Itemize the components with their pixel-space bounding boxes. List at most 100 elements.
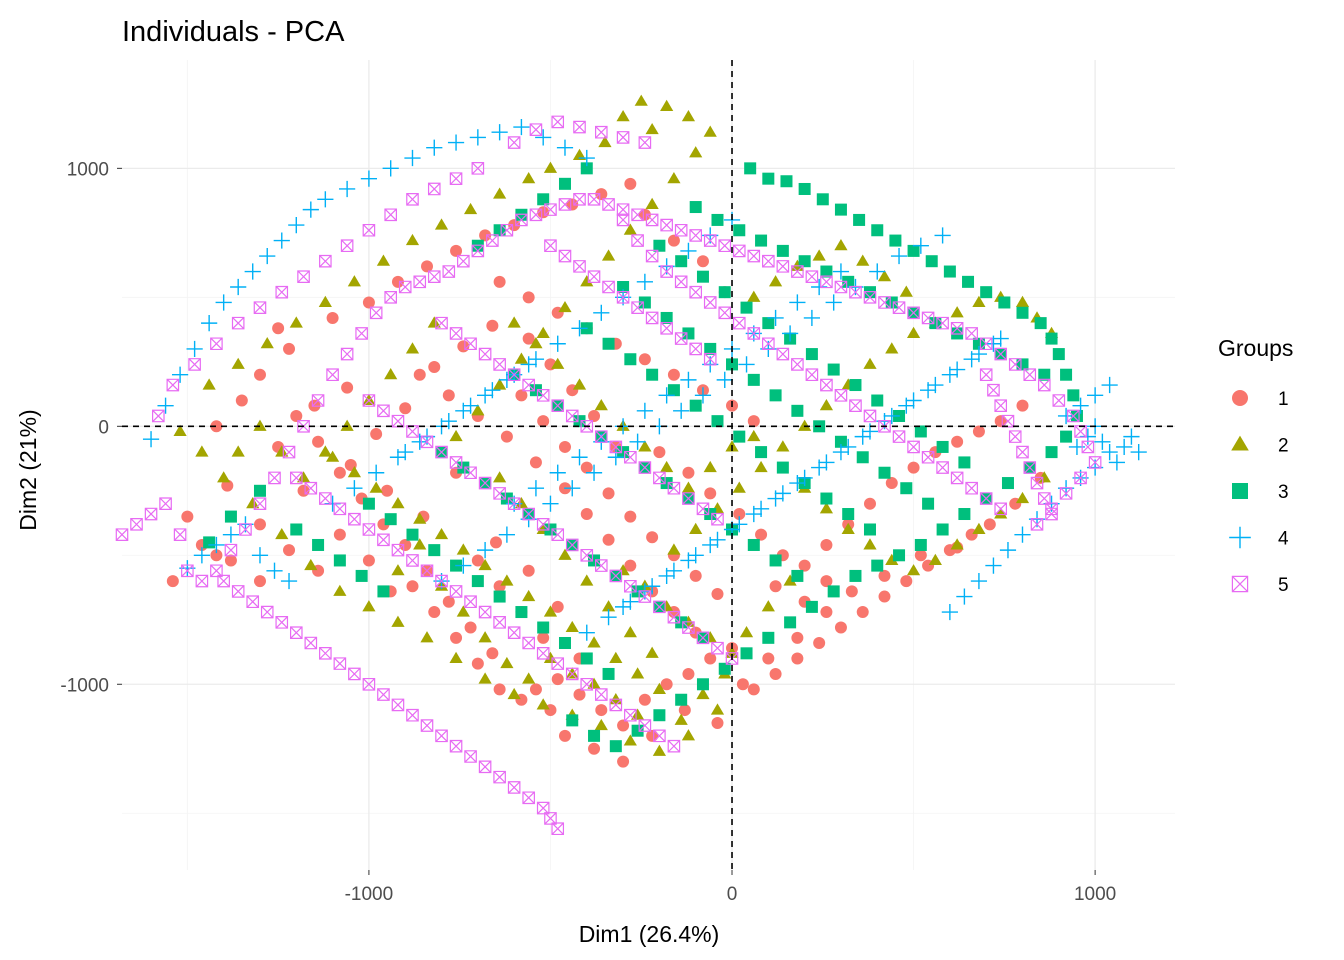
data-point — [493, 683, 506, 696]
data-point — [572, 148, 587, 160]
data-point — [951, 435, 964, 448]
data-point — [617, 281, 630, 294]
data-point — [820, 538, 833, 551]
data-point — [710, 703, 725, 715]
data-point — [762, 631, 775, 644]
data-point — [493, 187, 507, 199]
data-point — [406, 708, 419, 722]
data-point — [617, 755, 630, 768]
data-point — [602, 667, 615, 680]
data-point — [645, 646, 659, 658]
data-point — [667, 368, 680, 381]
legend-key-triangle-icon — [1231, 435, 1249, 451]
data-point — [660, 321, 673, 335]
data-point — [522, 507, 535, 521]
data-point — [543, 161, 558, 173]
data-point — [680, 242, 697, 259]
data-point — [645, 311, 659, 325]
data-point — [348, 667, 361, 681]
data-point — [776, 461, 789, 474]
data-point — [268, 471, 281, 485]
data-point — [636, 273, 653, 290]
data-point — [747, 249, 761, 263]
data-point — [580, 652, 593, 665]
data-point — [609, 569, 623, 583]
data-point — [391, 564, 405, 576]
data-point — [456, 605, 470, 617]
data-point — [594, 398, 608, 411]
data-point — [762, 254, 775, 268]
data-point — [638, 353, 651, 366]
data-point — [1087, 387, 1104, 404]
data-point — [609, 440, 623, 454]
data-point — [333, 466, 346, 479]
data-point — [304, 636, 318, 650]
data-point — [863, 409, 877, 423]
data-point — [634, 94, 648, 106]
data-point — [434, 527, 449, 540]
data-point — [587, 270, 601, 283]
data-point — [853, 213, 866, 226]
data-point — [566, 714, 579, 727]
data-point — [703, 352, 717, 366]
data-point — [166, 378, 180, 392]
data-point — [362, 554, 375, 567]
data-point — [819, 502, 834, 514]
data-point — [1072, 397, 1089, 414]
data-point — [290, 523, 303, 536]
data-point — [493, 224, 506, 237]
data-point — [834, 621, 847, 634]
data-point — [889, 234, 902, 247]
data-point — [638, 693, 651, 706]
data-point — [718, 662, 731, 675]
data-point — [638, 208, 651, 221]
data-point — [912, 237, 929, 254]
legend-key-circle-icon — [1232, 390, 1248, 406]
data-point — [195, 445, 209, 457]
data-point — [427, 182, 441, 196]
data-point — [1023, 368, 1037, 382]
data-point — [965, 481, 978, 495]
data-point — [326, 368, 339, 382]
data-point — [253, 419, 267, 431]
data-point — [681, 481, 696, 493]
data-point — [703, 125, 717, 137]
data-point — [638, 440, 652, 452]
data-point — [571, 320, 588, 337]
data-point — [820, 378, 833, 392]
data-point — [333, 657, 347, 670]
data-point — [819, 398, 834, 411]
data-point — [188, 358, 201, 371]
data-point — [594, 125, 608, 139]
data-point — [921, 450, 935, 464]
data-point — [381, 484, 394, 497]
data-point — [275, 285, 289, 299]
data-point — [1037, 378, 1051, 392]
data-point — [529, 208, 543, 222]
data-point — [1123, 428, 1140, 445]
data-point — [631, 724, 644, 737]
data-point — [434, 218, 449, 230]
data-point — [515, 389, 528, 402]
data-point — [805, 348, 818, 361]
data-point — [536, 326, 550, 338]
data-point — [878, 590, 891, 603]
data-point — [899, 285, 913, 297]
data-point — [507, 497, 521, 510]
data-point — [399, 402, 412, 415]
data-point — [289, 471, 303, 485]
data-point — [362, 296, 375, 309]
data-point — [573, 260, 586, 273]
data-point — [239, 523, 252, 536]
data-point — [536, 389, 550, 402]
data-point — [210, 337, 223, 351]
data-point — [450, 631, 463, 644]
data-point — [609, 651, 623, 664]
data-point — [471, 657, 484, 670]
data-point — [580, 162, 593, 175]
data-point — [892, 301, 906, 314]
data-point — [283, 342, 296, 355]
data-point — [455, 402, 472, 419]
data-point — [732, 316, 746, 330]
data-point — [450, 244, 463, 257]
